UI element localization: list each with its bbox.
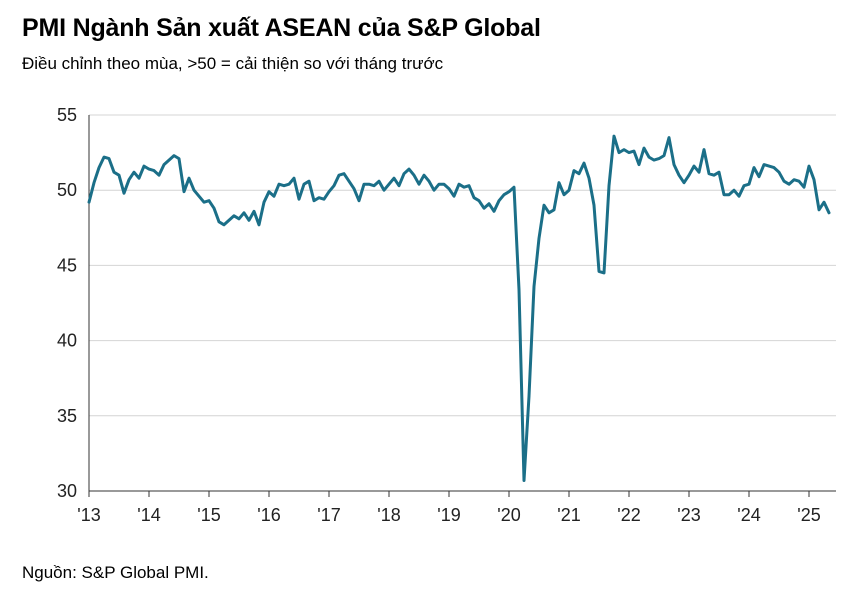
x-tick-label: '15 — [197, 505, 220, 525]
y-tick-label: 45 — [57, 255, 77, 275]
x-tick-label: '18 — [377, 505, 400, 525]
tick-labels: 30 35 40 45 50 55 '13 '14 '15 '16 '17 '18 '19 '20 '21 '… — [57, 105, 821, 525]
chart-title: PMI Ngành Sản xuất ASEAN của S&P Global — [22, 14, 541, 42]
source-note: Nguồn: S&P Global PMI. — [22, 563, 209, 582]
y-tick-label: 50 — [57, 180, 77, 200]
x-tick-label: '22 — [617, 505, 640, 525]
x-tick-label: '20 — [497, 505, 520, 525]
chart-subtitle: Điều chỉnh theo mùa, >50 = cải thiện so … — [22, 54, 444, 73]
x-tick-label: '13 — [77, 505, 100, 525]
y-tick-label: 35 — [57, 406, 77, 426]
x-tick-label: '25 — [797, 505, 820, 525]
axes — [88, 115, 836, 497]
x-tick-label: '16 — [257, 505, 280, 525]
x-tick-label: '23 — [677, 505, 700, 525]
y-tick-label: 55 — [57, 105, 77, 125]
gridlines — [89, 114, 836, 417]
x-tick-label: '21 — [557, 505, 580, 525]
series-line-0 — [87, 134, 831, 482]
x-tick-label: '24 — [737, 505, 760, 525]
x-tick-label: '14 — [137, 505, 160, 525]
x-tick-label: '17 — [317, 505, 340, 525]
y-tick-label: 30 — [57, 481, 77, 501]
x-tick-label: '19 — [437, 505, 460, 525]
y-tick-label: 40 — [57, 331, 77, 351]
series-layer — [87, 134, 831, 482]
